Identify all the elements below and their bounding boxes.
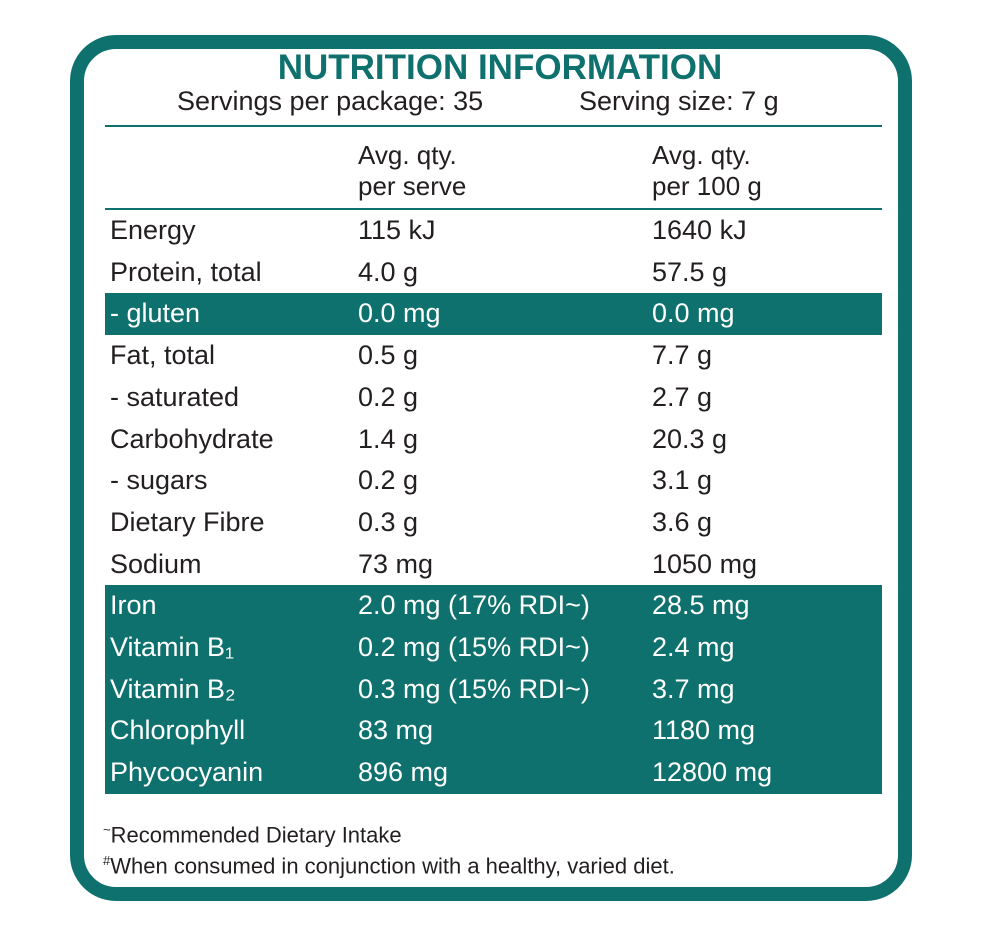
nutrient-row: Sodium 73 mg 1050 mg	[105, 544, 882, 586]
cell-per-serve: 0.3 mg (15% RDI~)	[358, 673, 590, 704]
label-frame	[70, 35, 912, 901]
cell-per-serve: 0.0 mg	[358, 298, 441, 329]
cell-per-serve: 83 mg	[358, 715, 434, 746]
nutrient-row: Iron 2.0 mg (17% RDI~) 28.5 mg	[105, 585, 882, 627]
cell-per-serve: 2.0 mg (17% RDI~)	[358, 590, 590, 621]
cell-per-100g: 3.1 g	[652, 465, 713, 496]
cell-per-serve: 0.3 g	[358, 506, 419, 537]
nutrient-row: Fat, total 0.5 g 7.7 g	[105, 335, 882, 377]
cell-per-100g: 12800 mg	[652, 757, 773, 788]
cell-per-serve: 4.0 g	[358, 256, 419, 287]
servings: Servings per package: 35	[177, 86, 484, 116]
cell-name: Phycocyanin	[110, 757, 264, 788]
cell-per-serve: 0.5 g	[358, 340, 419, 371]
cell-name: Energy	[110, 215, 196, 245]
footnote-text: Recommended Dietary Intake	[110, 822, 402, 848]
cell-name: - saturated	[110, 381, 240, 412]
cell-name: Chlorophyll	[110, 715, 246, 746]
cell-per-100g: 2.4 mg	[652, 632, 735, 662]
rule	[105, 208, 882, 210]
cell-name: - sugars	[110, 465, 208, 496]
cell-per-serve: 0.2 g	[358, 465, 419, 496]
cell-per-100g: 1050 mg	[652, 548, 758, 579]
cell-per-serve: 1.4 g	[358, 423, 419, 454]
nutrient-row: Energy 115 kJ 1640 kJ	[105, 210, 882, 252]
cell-per-serve: 115 kJ	[358, 215, 436, 245]
nutrient-row: Chlorophyll 83 mg 1180 mg	[105, 710, 882, 753]
cell-name: Dietary Fibre	[110, 506, 265, 537]
cell-name: Sodium	[110, 548, 202, 579]
cell-per-serve: 73 mg	[358, 548, 434, 579]
cell-per-100g: 57.5 g	[652, 256, 728, 287]
cell-name: Iron	[110, 590, 157, 621]
serving-size: Serving size: 7 g	[579, 86, 779, 116]
cell-per-100g: 1640 kJ	[652, 215, 747, 245]
cell-per-100g: 7.7 g	[652, 340, 713, 371]
cell-per-100g: 1180 mg	[652, 715, 756, 746]
cell-name: - gluten	[110, 298, 201, 329]
cell-per-100g: 3.7 mg	[652, 673, 735, 704]
cell-name: Protein, total	[110, 256, 262, 287]
cell-per-100g: 2.7 g	[652, 381, 713, 412]
nutrient-row: Dietary Fibre 0.3 g 3.6 g	[105, 502, 882, 544]
nutrient-row: Vitamin B₁ 0.2 mg (15% RDI~) 2.4 mg	[105, 627, 882, 669]
nutrient-row: Phycocyanin 896 mg 12800 mg	[105, 752, 882, 794]
cell-name: Vitamin B₁	[110, 632, 235, 662]
column-header: Avg. qty. per serve	[358, 140, 467, 201]
cell-per-100g: 3.6 g	[652, 506, 713, 537]
nutrient-row: Vitamin B₂ 0.3 mg (15% RDI~) 3.7 mg	[105, 668, 882, 711]
footnote-mark: ~	[103, 822, 111, 837]
cell-per-serve: 0.2 mg (15% RDI~)	[358, 632, 590, 662]
title: NUTRITION INFORMATION	[277, 48, 723, 87]
nutrient-row: Protein, total 4.0 g 57.5 g	[105, 252, 882, 294]
footnote: #When consumed in conjunction with a hea…	[103, 853, 675, 879]
cell-per-serve: 896 mg	[358, 757, 449, 788]
cell-per-100g: 20.3 g	[652, 423, 728, 454]
cell-name: Fat, total	[110, 340, 216, 371]
rule	[105, 125, 882, 127]
nutrient-row: - saturated 0.2 g 2.7 g	[105, 377, 882, 419]
cell-per-100g: 0.0 mg	[652, 298, 735, 329]
cell-per-serve: 0.2 g	[358, 381, 419, 412]
footnote: ~Recommended Dietary Intake	[103, 822, 402, 848]
footnote-mark: #	[103, 853, 111, 868]
nutrient-row: Carbohydrate 1.4 g 20.3 g	[105, 419, 882, 461]
column-header: Avg. qty. per 100 g	[652, 140, 762, 201]
cell-name: Carbohydrate	[110, 423, 274, 454]
nutrient-row: - sugars 0.2 g 3.1 g	[105, 460, 882, 502]
cell-name: Vitamin B₂	[110, 673, 236, 704]
footnote-text: When consumed in conjunction with a heal…	[110, 853, 675, 879]
nutrient-row: - gluten 0.0 mg 0.0 mg	[105, 293, 882, 336]
cell-per-100g: 28.5 mg	[652, 590, 750, 621]
